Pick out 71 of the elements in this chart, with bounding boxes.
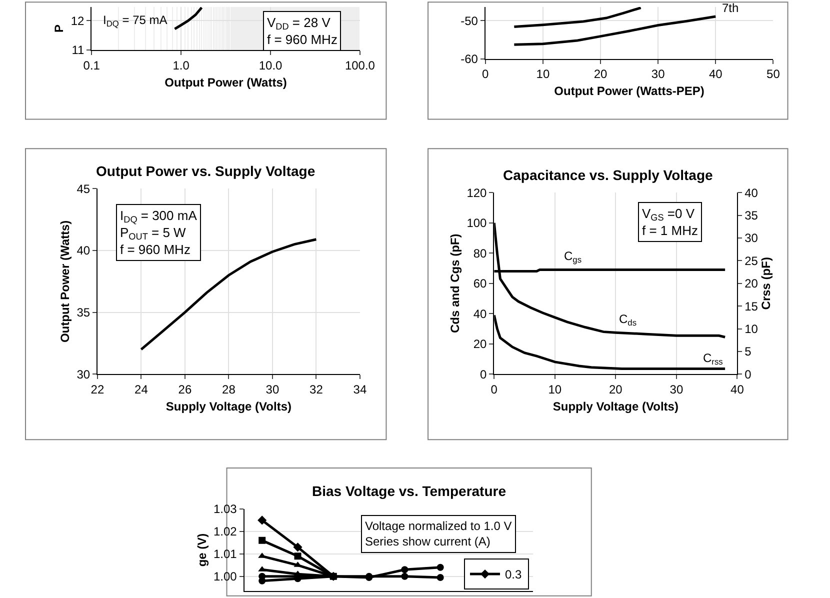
series-label: 7th — [722, 1, 739, 15]
y-tick-label: -60 — [460, 52, 478, 66]
y2-tick-label: 0 — [744, 367, 752, 382]
x-tick-label: 28 — [222, 382, 236, 397]
y2-tick-label: 15 — [744, 299, 758, 314]
x-tick-label: 0 — [490, 382, 498, 397]
y2-tick-label: 5 — [744, 344, 752, 359]
x-tick-label: 30 — [651, 67, 666, 82]
x-tick-label: 0.1 — [83, 58, 100, 72]
x-axis-title: Output Power (Watts-PEP) — [554, 84, 704, 98]
x-axis-title: Supply Voltage (Volts) — [552, 400, 678, 414]
y-tick-label: 80 — [473, 246, 488, 260]
y-tick-label: 45 — [76, 182, 90, 196]
y2-tick-label: 25 — [744, 254, 758, 268]
y-tick-label: 120 — [466, 186, 488, 200]
x-tick-label: 10 — [548, 382, 562, 397]
x-tick-label: 40 — [730, 382, 744, 397]
x-tick-label: 32 — [310, 382, 324, 397]
y2-tick-label: 30 — [744, 231, 758, 246]
annotation: C$_{gs}$ — [564, 249, 582, 265]
y-axis-title: Output Power (Watts) — [58, 220, 72, 343]
y-axis-title: Cds and Cgs (pF) — [448, 234, 462, 334]
x-tick-label: 20 — [609, 382, 623, 397]
x-tick-label: 26 — [178, 382, 192, 397]
annotation: I$_{DQ}$ = 75 mA — [103, 13, 168, 29]
chart-title: Capacitance vs. Supply Voltage — [503, 167, 714, 183]
x-tick-label: 10.0 — [258, 58, 283, 72]
annotation: Voltage normalized to 1.0 V Series show current (A) — [365, 519, 512, 549]
y-tick-label: 40 — [76, 244, 90, 258]
x-tick-label: 22 — [90, 382, 104, 397]
x-tick-label: 30 — [670, 382, 684, 397]
x-tick-label: 40 — [708, 67, 723, 82]
y-axis-title: ge (V) — [194, 533, 209, 567]
x-tick-label: 50 — [766, 67, 780, 82]
annotation: C$_{rss}$ — [703, 351, 723, 367]
x-tick-label: 24 — [134, 382, 148, 397]
y-tick-label: 40 — [473, 306, 488, 321]
y-tick-label: 35 — [76, 306, 90, 320]
x-tick-label: 10 — [536, 67, 550, 82]
annotation: C$_{ds}$ — [619, 312, 637, 328]
y2-tick-label: 20 — [744, 276, 758, 291]
y2-tick-label: 35 — [744, 208, 758, 222]
y-tick-label: 1.03 — [214, 502, 238, 516]
annotation: V$_{DD}$ = 28 V f = 960 MHz — [267, 15, 338, 47]
y-tick-label: 60 — [473, 276, 488, 291]
y-tick-label: 1.02 — [214, 524, 238, 539]
x-tick-label: 20 — [594, 67, 608, 82]
x-axis-title: Output Power (Watts) — [164, 75, 287, 90]
x-axis-title: Supply Voltage (Volts) — [166, 400, 292, 414]
x-tick-label: 34 — [353, 382, 367, 397]
x-tick-label: 100.0 — [344, 58, 376, 72]
y-tick-label: 30 — [76, 367, 90, 382]
y-axis-title: P — [52, 24, 66, 32]
y-tick-label: -50 — [460, 14, 478, 28]
y-tick-label: 0 — [480, 367, 488, 382]
y-tick-label: 100 — [466, 216, 488, 230]
y-tick-label: 1.00 — [214, 570, 238, 584]
x-tick-label: 1.0 — [172, 58, 190, 72]
y2-tick-label: 10 — [744, 322, 758, 336]
y-tick-label: 11 — [72, 43, 85, 58]
y-tick-label: 12 — [70, 14, 85, 28]
y-tick-label: 1.01 — [214, 547, 238, 562]
y-tick-label: 20 — [473, 337, 488, 352]
chart-title: Bias Voltage vs. Temperature — [312, 483, 506, 499]
chart-title: Output Power vs. Supply Voltage — [96, 163, 316, 179]
annotation: I$_{DQ}$ = 300 mA P$_{OUT}$ = 5 W f = 960 MHz — [120, 208, 198, 257]
y2-axis-title: Crss (pF) — [759, 257, 774, 310]
annotation: V$_{GS}$ =0 V f = 1 MHz — [642, 206, 698, 238]
legend-label: 0.3 — [505, 568, 522, 582]
x-tick-label: 30 — [266, 382, 280, 397]
y2-tick-label: 40 — [744, 186, 758, 200]
